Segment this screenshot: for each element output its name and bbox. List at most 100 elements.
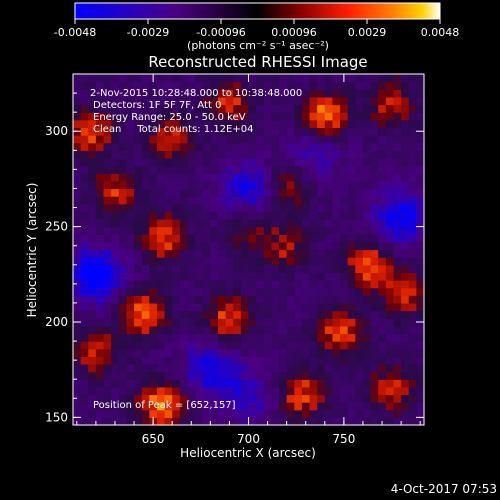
heatmap-cell	[271, 417, 280, 426]
heatmap-cell	[301, 104, 311, 113]
heatmap-cell	[95, 96, 105, 106]
heatmap-cell	[88, 142, 97, 151]
heatmap-cell	[370, 165, 379, 174]
heatmap-cell	[202, 135, 211, 144]
heatmap-cell	[134, 203, 143, 212]
heatmap-cell	[118, 363, 128, 373]
heatmap-cell	[217, 135, 227, 144]
heatmap-cell	[126, 386, 135, 396]
heatmap-cell	[347, 218, 356, 228]
heatmap-cell	[393, 264, 402, 273]
heatmap-cell	[256, 203, 265, 212]
heatmap-cell	[233, 356, 242, 365]
heatmap-cell	[378, 127, 387, 136]
heatmap-cell	[179, 112, 189, 121]
heatmap-cell	[256, 74, 265, 83]
heatmap-cell	[141, 287, 150, 296]
heatmap-cell	[340, 264, 349, 273]
heatmap-cell	[156, 180, 166, 190]
heatmap-cell	[103, 272, 112, 281]
heatmap-cell	[134, 325, 143, 335]
heatmap-cell	[378, 257, 387, 266]
heatmap-cell	[88, 226, 97, 235]
annotation-time-range: 2-Nov-2015 10:28:48.000 to 10:38:48.000	[90, 88, 302, 99]
heatmap-cell	[271, 287, 280, 296]
heatmap-cell	[141, 348, 150, 357]
x-tick-label: 750	[332, 432, 355, 446]
heatmap-cell	[294, 280, 303, 289]
heatmap-cell	[126, 112, 135, 121]
heatmap-cell	[195, 394, 204, 403]
heatmap-cell	[202, 89, 211, 98]
heatmap-cell	[195, 89, 204, 98]
heatmap-cell	[233, 119, 242, 129]
heatmap-cell	[240, 402, 250, 411]
heatmap-cell	[233, 363, 242, 373]
heatmap-cell	[80, 150, 89, 159]
heatmap-cell	[370, 264, 379, 273]
heatmap-cell	[88, 150, 97, 159]
heatmap-cell	[317, 348, 326, 357]
heatmap-cell	[362, 249, 372, 258]
heatmap-cell	[118, 280, 128, 289]
heatmap-cell	[202, 409, 211, 418]
heatmap-cell	[332, 89, 341, 98]
heatmap-cell	[202, 234, 211, 243]
heatmap-cell	[134, 119, 143, 129]
heatmap-cell	[126, 249, 135, 258]
heatmap-cell	[256, 295, 265, 304]
heatmap-cell	[309, 325, 318, 335]
heatmap-cell	[80, 394, 89, 403]
heatmap-cell	[286, 142, 295, 151]
heatmap-cell	[401, 104, 410, 113]
heatmap-cell	[73, 234, 82, 243]
heatmap-cell	[408, 89, 417, 98]
heatmap-cell	[195, 234, 204, 243]
heatmap-cell	[301, 157, 311, 167]
heatmap-cell	[240, 211, 250, 220]
heatmap-cell	[210, 89, 219, 98]
heatmap-cell	[317, 96, 326, 106]
heatmap-cell	[279, 310, 288, 319]
heatmap-cell	[80, 371, 89, 380]
heatmap-cell	[401, 157, 410, 167]
heatmap-cell	[340, 394, 349, 403]
heatmap-cell	[73, 302, 82, 312]
heatmap-cell	[103, 363, 112, 373]
heatmap-cell	[347, 371, 356, 380]
heatmap-cell	[95, 150, 105, 159]
heatmap-cell	[309, 226, 318, 235]
heatmap-cell	[202, 119, 211, 129]
heatmap-cell	[248, 379, 257, 388]
heatmap-cell	[286, 173, 295, 182]
heatmap-cell	[103, 379, 112, 388]
heatmap-cell	[332, 379, 341, 388]
heatmap-cell	[340, 218, 349, 228]
heatmap-cell	[286, 119, 295, 129]
heatmap-cell	[309, 318, 318, 327]
heatmap-cell	[378, 218, 387, 228]
heatmap-cell	[347, 318, 356, 327]
heatmap-cell	[263, 333, 272, 342]
heatmap-cell	[340, 341, 349, 350]
heatmap-cell	[225, 287, 234, 296]
heatmap-cell	[195, 341, 204, 350]
heatmap-cell	[263, 295, 272, 304]
heatmap-cell	[294, 173, 303, 182]
heatmap-cell	[248, 74, 257, 83]
heatmap-cell	[202, 180, 211, 190]
heatmap-cell	[393, 363, 402, 373]
heatmap-cell	[202, 287, 211, 296]
heatmap-cell	[172, 188, 181, 197]
heatmap-cell	[217, 226, 227, 235]
heatmap-cell	[118, 196, 128, 205]
heatmap-cell	[378, 188, 387, 197]
heatmap-cell	[134, 318, 143, 327]
heatmap-cell	[195, 74, 204, 83]
heatmap-cell	[301, 119, 311, 129]
colorbar: -0.0048 -0.0029 -0.00096 0.00096 0.0029 0.004…	[54, 2, 459, 52]
heatmap-cell	[118, 188, 128, 197]
heatmap-cell	[385, 394, 395, 403]
heatmap-cell	[256, 150, 265, 159]
heatmap-cell	[408, 386, 417, 396]
